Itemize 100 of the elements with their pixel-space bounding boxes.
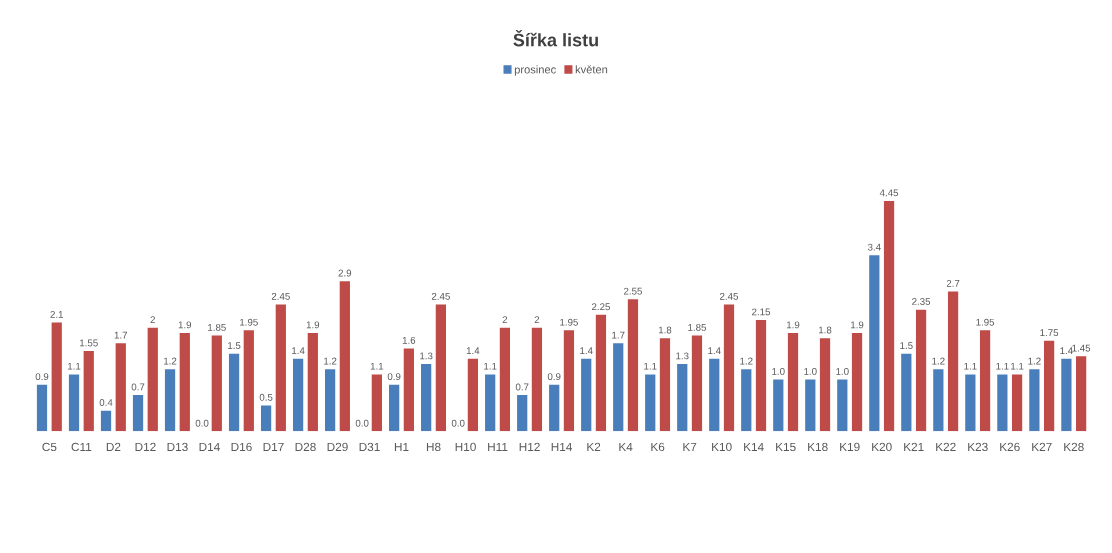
x-tick-label: D14 bbox=[199, 442, 220, 452]
bar bbox=[549, 384, 560, 432]
data-label: 1.5 bbox=[900, 342, 913, 349]
data-label: 1.2 bbox=[1028, 357, 1041, 365]
bar bbox=[100, 410, 112, 432]
bar bbox=[324, 369, 336, 432]
bar bbox=[581, 358, 592, 432]
data-label: 2.45 bbox=[720, 292, 739, 300]
bar bbox=[179, 332, 190, 432]
bar bbox=[691, 335, 703, 432]
chart-title: Šířka listu bbox=[513, 30, 598, 47]
data-label: 1.2 bbox=[932, 357, 945, 365]
data-label: 1.2 bbox=[740, 357, 753, 365]
bar bbox=[275, 304, 286, 432]
x-tick-label: K4 bbox=[619, 442, 633, 452]
bar bbox=[915, 309, 927, 432]
bar bbox=[741, 369, 752, 432]
data-label: 1.4 bbox=[580, 347, 593, 355]
bar bbox=[1011, 374, 1023, 432]
bar bbox=[901, 353, 912, 432]
x-tick-label: K20 bbox=[872, 442, 892, 452]
data-label: 1.9 bbox=[786, 321, 800, 329]
data-label: 1.1 bbox=[996, 362, 1009, 370]
x-tick-label: K7 bbox=[683, 442, 697, 452]
bar bbox=[147, 327, 158, 432]
data-label: 2.9 bbox=[338, 269, 352, 277]
data-label: 1.1 bbox=[370, 362, 384, 370]
data-label: 4.45 bbox=[879, 189, 899, 197]
bar bbox=[851, 332, 863, 432]
bar bbox=[211, 335, 222, 432]
x-tick-label: H1 bbox=[394, 442, 409, 452]
data-label: 2 bbox=[502, 316, 508, 323]
bar bbox=[403, 348, 414, 432]
bar bbox=[421, 364, 432, 432]
x-tick-label: K14 bbox=[744, 442, 764, 452]
bar bbox=[228, 353, 240, 432]
x-tick-label: C11 bbox=[71, 442, 92, 452]
data-label: 1.0 bbox=[804, 367, 817, 375]
x-tick-label: H10 bbox=[455, 442, 476, 452]
x-tick-label: D29 bbox=[327, 442, 348, 452]
bar bbox=[787, 332, 799, 432]
x-tick-label: D31 bbox=[359, 442, 380, 452]
data-label: 0.0 bbox=[355, 419, 369, 427]
data-label: 1.85 bbox=[688, 323, 707, 331]
bar bbox=[389, 384, 400, 432]
bar bbox=[307, 332, 318, 432]
bar bbox=[1029, 369, 1040, 432]
x-tick-label: K27 bbox=[1032, 442, 1052, 452]
bar bbox=[36, 384, 48, 432]
bar bbox=[243, 330, 254, 432]
data-label: 1.1 bbox=[68, 362, 81, 370]
x-tick-label: K10 bbox=[712, 442, 732, 452]
data-label: 1.8 bbox=[658, 326, 672, 334]
bar bbox=[723, 304, 735, 432]
bar bbox=[115, 343, 126, 432]
data-label: 1.95 bbox=[560, 318, 578, 326]
bar bbox=[883, 200, 895, 432]
bar bbox=[68, 374, 80, 432]
bar bbox=[709, 358, 720, 432]
bar bbox=[467, 358, 479, 432]
bar bbox=[773, 379, 784, 432]
data-label: 1.1 bbox=[644, 362, 657, 370]
bar bbox=[755, 320, 767, 432]
bar bbox=[645, 374, 656, 432]
x-tick-label: K18 bbox=[808, 442, 828, 452]
data-label: 2.25 bbox=[591, 303, 610, 311]
x-tick-label: K2 bbox=[587, 442, 601, 452]
data-label: 1.4 bbox=[292, 347, 305, 355]
bar bbox=[499, 327, 511, 432]
x-tick-label: D28 bbox=[295, 442, 316, 452]
bar bbox=[677, 364, 688, 432]
bar bbox=[869, 255, 880, 432]
bar bbox=[613, 343, 624, 432]
data-label: 0.0 bbox=[451, 419, 465, 427]
bar bbox=[965, 374, 976, 432]
bar bbox=[292, 358, 304, 432]
legend-label: květen bbox=[575, 65, 608, 74]
data-label: 0.5 bbox=[259, 393, 273, 401]
bar bbox=[805, 379, 816, 432]
x-tick-label: K6 bbox=[651, 442, 665, 452]
data-label: 1.2 bbox=[324, 357, 337, 365]
data-label: 1.6 bbox=[402, 336, 416, 344]
data-label: 1.45 bbox=[1072, 344, 1091, 352]
data-label: 0.9 bbox=[35, 373, 49, 381]
bar bbox=[933, 369, 944, 432]
bar bbox=[627, 299, 639, 432]
bar bbox=[51, 322, 62, 432]
data-label: 0.4 bbox=[99, 399, 113, 406]
data-label: 1.1 bbox=[484, 362, 497, 370]
data-label: 1.5 bbox=[228, 342, 241, 349]
data-label: 1.0 bbox=[836, 367, 849, 375]
x-tick-label: H8 bbox=[426, 442, 441, 452]
x-tick-label: D2 bbox=[106, 442, 121, 452]
x-tick-label: K26 bbox=[1000, 442, 1020, 452]
data-label: 0.7 bbox=[131, 383, 145, 391]
x-tick-label: H12 bbox=[519, 442, 540, 452]
data-label: 1.3 bbox=[676, 352, 689, 360]
x-tick-label: K19 bbox=[840, 442, 860, 452]
x-tick-label: D17 bbox=[263, 442, 284, 452]
data-label: 0.0 bbox=[195, 419, 209, 427]
